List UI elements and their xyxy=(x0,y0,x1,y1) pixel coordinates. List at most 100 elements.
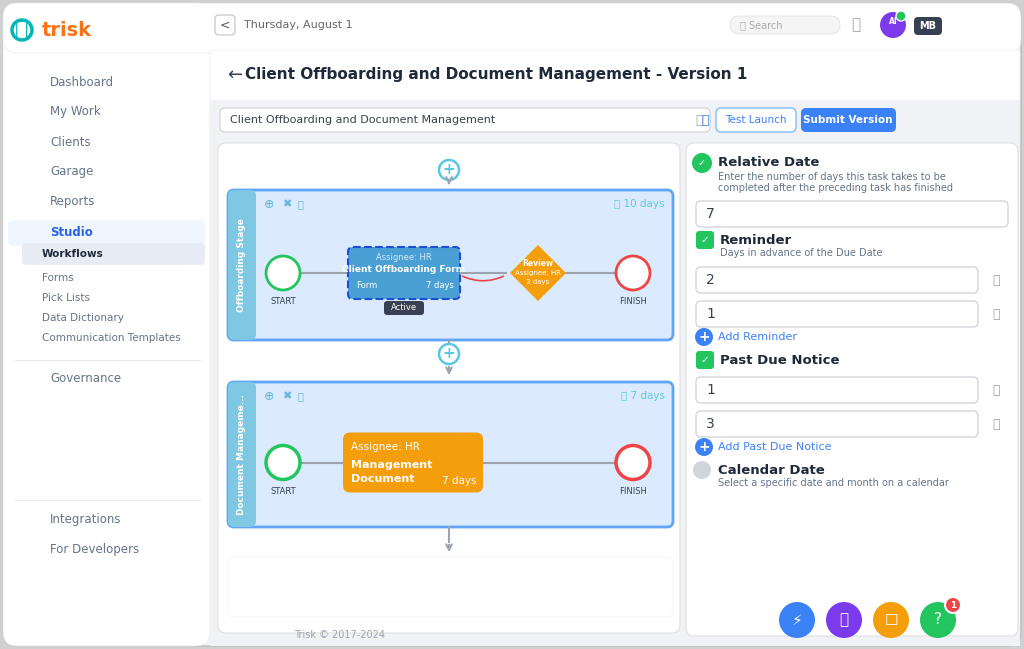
Text: 💬: 💬 xyxy=(851,18,860,32)
FancyBboxPatch shape xyxy=(220,108,710,132)
Polygon shape xyxy=(510,245,566,301)
Text: Assignee: HR: Assignee: HR xyxy=(351,441,420,452)
Text: ⓞ: ⓞ xyxy=(15,20,29,40)
Text: 1: 1 xyxy=(950,600,956,609)
FancyBboxPatch shape xyxy=(228,190,256,340)
Text: Document Manageme...: Document Manageme... xyxy=(238,394,247,515)
Text: <: < xyxy=(220,19,230,32)
Text: Thursday, August 1: Thursday, August 1 xyxy=(244,20,352,30)
Text: 2: 2 xyxy=(706,273,715,287)
Text: 7 days: 7 days xyxy=(442,476,477,485)
Text: ✓: ✓ xyxy=(700,355,710,365)
Text: Client Offboarding and Document Management - Version 1: Client Offboarding and Document Manageme… xyxy=(245,67,748,82)
Text: Governance: Governance xyxy=(50,371,121,384)
FancyBboxPatch shape xyxy=(696,351,714,369)
Text: ✓: ✓ xyxy=(698,158,707,168)
FancyBboxPatch shape xyxy=(914,17,942,35)
Text: Days in advance of the Due Date: Days in advance of the Due Date xyxy=(720,248,883,258)
Text: Past Due Notice: Past Due Notice xyxy=(720,354,840,367)
Text: For Developers: For Developers xyxy=(50,543,139,556)
Circle shape xyxy=(439,344,459,364)
Text: 🗓 10 days: 🗓 10 days xyxy=(614,199,665,209)
Text: Trisk © 2017-2024: Trisk © 2017-2024 xyxy=(295,630,385,640)
Text: 🖹: 🖹 xyxy=(701,114,709,127)
Text: 7: 7 xyxy=(706,207,715,221)
FancyBboxPatch shape xyxy=(696,231,714,249)
Text: ☐: ☐ xyxy=(884,613,898,628)
FancyBboxPatch shape xyxy=(696,301,978,327)
Text: Client Offboarding Form: Client Offboarding Form xyxy=(342,265,466,275)
Text: 🗓 7 days: 🗓 7 days xyxy=(621,391,665,401)
FancyBboxPatch shape xyxy=(22,243,205,265)
FancyBboxPatch shape xyxy=(348,247,460,299)
Circle shape xyxy=(779,602,815,638)
FancyBboxPatch shape xyxy=(3,3,210,646)
FancyBboxPatch shape xyxy=(210,100,1020,140)
FancyBboxPatch shape xyxy=(730,16,840,34)
Circle shape xyxy=(266,256,300,290)
FancyBboxPatch shape xyxy=(696,201,1008,227)
Text: Reports: Reports xyxy=(50,195,95,208)
FancyBboxPatch shape xyxy=(696,267,978,293)
Text: Add Past Due Notice: Add Past Due Notice xyxy=(718,442,831,452)
Text: ⊕: ⊕ xyxy=(264,197,274,210)
Text: My Work: My Work xyxy=(50,106,100,119)
Text: Garage: Garage xyxy=(50,165,93,178)
Text: Management: Management xyxy=(351,459,432,469)
Text: FINISH: FINISH xyxy=(620,297,647,306)
Text: Active: Active xyxy=(391,304,417,313)
Text: 🗑: 🗑 xyxy=(992,273,999,286)
Circle shape xyxy=(945,597,961,613)
Text: Review: Review xyxy=(522,260,554,269)
Text: 3: 3 xyxy=(706,417,715,431)
Text: Assignee: HR: Assignee: HR xyxy=(376,252,432,262)
Text: Relative Date: Relative Date xyxy=(718,156,819,169)
Circle shape xyxy=(873,602,909,638)
Text: Dashboard: Dashboard xyxy=(50,75,114,88)
Text: ?: ? xyxy=(934,613,942,628)
Text: Form: Form xyxy=(356,280,377,289)
Text: ✖: ✖ xyxy=(282,391,292,401)
Text: Pick Lists: Pick Lists xyxy=(42,293,90,303)
Text: Offboarding Stage: Offboarding Stage xyxy=(238,218,247,312)
FancyBboxPatch shape xyxy=(3,3,1021,53)
FancyBboxPatch shape xyxy=(210,50,1020,646)
Text: ✖: ✖ xyxy=(282,199,292,209)
FancyBboxPatch shape xyxy=(3,3,1021,646)
Text: START: START xyxy=(270,487,296,495)
Text: Submit Version: Submit Version xyxy=(803,115,893,125)
FancyBboxPatch shape xyxy=(228,557,673,617)
Text: +: + xyxy=(442,162,456,177)
Text: Calendar Date: Calendar Date xyxy=(718,463,824,476)
FancyBboxPatch shape xyxy=(228,382,256,527)
Circle shape xyxy=(695,438,713,456)
Text: 🔍: 🔍 xyxy=(298,391,304,401)
FancyBboxPatch shape xyxy=(8,220,205,246)
Circle shape xyxy=(896,11,906,21)
Circle shape xyxy=(880,12,906,38)
Text: ⊕: ⊕ xyxy=(264,389,274,402)
Text: ⚡: ⚡ xyxy=(792,613,803,628)
Text: 🚀: 🚀 xyxy=(840,613,849,628)
Text: +: + xyxy=(698,440,710,454)
Text: Data Dictionary: Data Dictionary xyxy=(42,313,124,323)
Circle shape xyxy=(616,445,650,480)
Text: Assignee: HR: Assignee: HR xyxy=(515,270,561,276)
Text: Communication Templates: Communication Templates xyxy=(42,333,181,343)
Text: 🔍: 🔍 xyxy=(298,199,304,209)
Text: +: + xyxy=(442,347,456,361)
FancyBboxPatch shape xyxy=(384,301,424,315)
Text: Test Launch: Test Launch xyxy=(725,115,786,125)
Text: Integrations: Integrations xyxy=(50,513,122,526)
FancyBboxPatch shape xyxy=(228,382,673,527)
Text: 🗑: 🗑 xyxy=(992,384,999,397)
Text: 1: 1 xyxy=(706,383,715,397)
Text: 1: 1 xyxy=(706,307,715,321)
Circle shape xyxy=(692,153,712,173)
FancyBboxPatch shape xyxy=(696,411,978,437)
Text: START: START xyxy=(270,297,296,306)
Text: Add Reminder: Add Reminder xyxy=(718,332,797,342)
Text: FINISH: FINISH xyxy=(620,487,647,495)
Text: completed after the preceding task has finished: completed after the preceding task has f… xyxy=(718,183,953,193)
Text: 7 days: 7 days xyxy=(426,280,454,289)
